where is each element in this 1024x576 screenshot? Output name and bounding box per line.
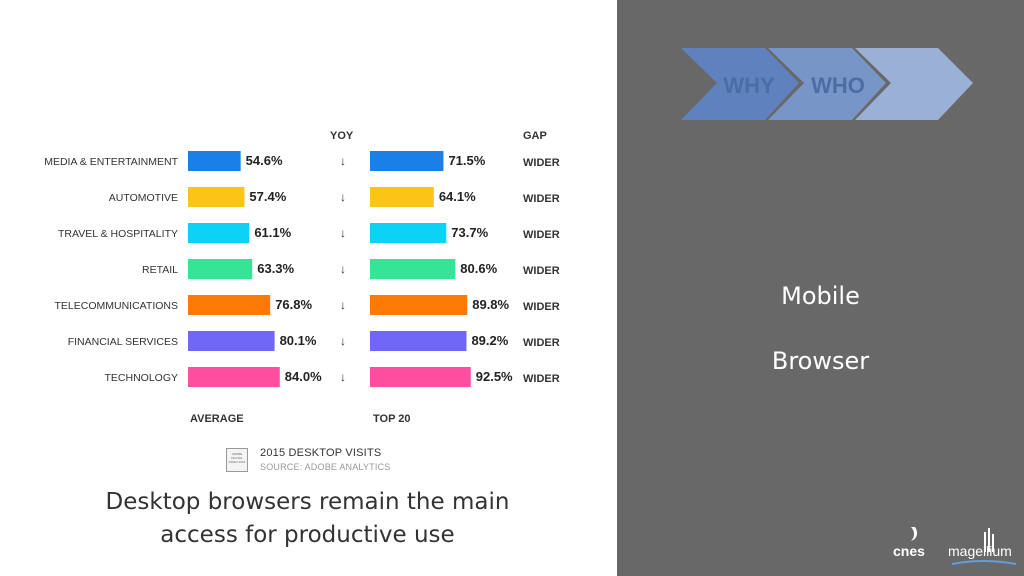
yoy-down-arrow: ↓ [340, 190, 346, 204]
bar-average [188, 295, 271, 315]
yoy-down-arrow: ↓ [340, 226, 346, 240]
value-label-top20: 89.8% [472, 297, 509, 312]
adobe-digital-index-logo: ADOBE DIGITAL INDEX 2015 [226, 448, 248, 472]
gap-label: WIDER [523, 337, 560, 349]
category-label: RETAIL [142, 264, 178, 276]
cnes-logo: cnes [893, 527, 925, 559]
gap-header: GAP [523, 130, 547, 142]
value-label-average: 57.4% [249, 189, 286, 204]
value-label-top20: 73.7% [451, 225, 488, 240]
gap-label: WIDER [523, 265, 560, 277]
caption-line-1: Desktop browsers remain the main [105, 489, 510, 515]
gap-label: WIDER [523, 157, 560, 169]
value-label-top20: 92.5% [476, 369, 513, 384]
gap-label: WIDER [523, 229, 560, 241]
bar-average [188, 187, 245, 207]
yoy-header: YOY [330, 130, 354, 142]
bar-top20 [370, 331, 467, 351]
bar-average [188, 367, 280, 387]
yoy-down-arrow: ↓ [340, 370, 346, 384]
magellium-logo: magellium [948, 528, 1017, 565]
left-panel: YOY GAP AVERAGE TOP 20 MEDIA & ENTERTAIN… [44, 130, 560, 552]
bar-top20 [370, 367, 471, 387]
value-label-top20: 71.5% [448, 153, 485, 168]
category-label: AUTOMOTIVE [109, 192, 178, 204]
bar-top20 [370, 259, 456, 279]
category-label: TECHNOLOGY [104, 372, 178, 384]
series-name-top20: TOP 20 [373, 413, 411, 425]
bar-top20 [370, 151, 444, 171]
chevron-step-1[interactable] [681, 48, 799, 120]
source-title: 2015 DESKTOP VISITS [260, 447, 382, 459]
category-label: TRAVEL & HOSPITALITY [58, 228, 178, 240]
cnes-logo-text: cnes [893, 543, 925, 559]
category-label: MEDIA & ENTERTAINMENT [44, 156, 178, 168]
value-label-average: 54.6% [246, 153, 283, 168]
nav-chevrons: WHY WHO [681, 48, 973, 120]
bar-average [188, 223, 250, 243]
chevron-label-who: WHO [811, 73, 865, 98]
value-label-average: 61.1% [254, 225, 291, 240]
label-browser: Browser [771, 347, 870, 375]
yoy-down-arrow: ↓ [340, 262, 346, 276]
value-label-average: 84.0% [285, 369, 322, 384]
value-label-average: 76.8% [275, 297, 312, 312]
slide-caption: Desktop browsers remain the main access … [60, 486, 555, 552]
chevron-label-why: WHY [723, 73, 775, 98]
label-mobile: Mobile [781, 282, 860, 310]
value-label-top20: 80.6% [460, 261, 497, 276]
chevron-step-2[interactable] [768, 48, 886, 120]
category-label: TELECOMMUNICATIONS [55, 300, 178, 312]
magellium-logo-text: magellium [948, 543, 1012, 559]
yoy-down-arrow: ↓ [340, 334, 346, 348]
bar-chart: YOY GAP AVERAGE TOP 20 MEDIA & ENTERTAIN… [44, 130, 560, 425]
yoy-down-arrow: ↓ [340, 154, 346, 168]
series-name-average: AVERAGE [190, 413, 244, 425]
bar-average [188, 259, 253, 279]
source-subtitle: SOURCE: ADOBE ANALYTICS [260, 462, 391, 472]
category-label: FINANCIAL SERVICES [68, 336, 178, 348]
gap-label: WIDER [523, 301, 560, 313]
bar-top20 [370, 223, 447, 243]
value-label-top20: 64.1% [439, 189, 476, 204]
value-label-top20: 89.2% [471, 333, 508, 348]
gap-label: WIDER [523, 373, 560, 385]
bar-top20 [370, 295, 468, 315]
gap-label: WIDER [523, 193, 560, 205]
value-label-average: 80.1% [280, 333, 317, 348]
bar-average [188, 331, 275, 351]
chevron-step-3[interactable] [855, 48, 973, 120]
bar-top20 [370, 187, 434, 207]
caption-line-2: access for productive use [160, 522, 455, 548]
value-label-average: 63.3% [257, 261, 294, 276]
bar-average [188, 151, 241, 171]
yoy-down-arrow: ↓ [340, 298, 346, 312]
